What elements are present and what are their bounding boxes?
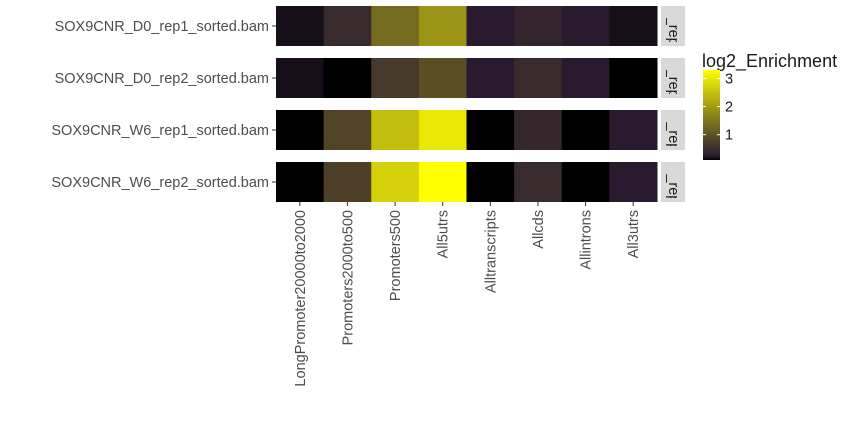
heatmap-cell — [561, 58, 610, 98]
heatmap-cell — [418, 6, 468, 46]
facet-strip — [661, 110, 685, 150]
legend-tick-label: 3 — [725, 71, 733, 87]
heatmap-cell — [323, 58, 372, 98]
x-tick-label: Allintrons — [579, 210, 595, 270]
heatmap-cell — [371, 162, 420, 202]
heatmap-cell — [371, 110, 420, 150]
heatmap-cell — [561, 162, 610, 202]
facet-strip-label: W6_rep2 — [665, 153, 681, 212]
x-tick-label: Allcds — [531, 210, 547, 249]
heatmap-cell — [609, 6, 658, 46]
facet-strip-label: W6_rep1 — [665, 101, 681, 160]
heatmap-cell — [276, 162, 325, 202]
facet-strip-label: D0_rep1 — [665, 0, 681, 54]
heatmap-cell — [418, 110, 468, 150]
heatmap-cell — [514, 110, 563, 150]
x-tick-label: Alltranscripts — [483, 210, 499, 293]
heatmap-cell — [371, 6, 420, 46]
facet-strip-label: D0_rep2 — [665, 50, 681, 106]
heatmap-cell — [466, 162, 515, 202]
heatmap-cell — [514, 162, 563, 202]
legend-title: log2_Enrichment — [702, 51, 837, 72]
heatmap-cell — [371, 58, 420, 98]
x-tick-label: All5utrs — [436, 210, 452, 258]
facet-strip — [661, 6, 685, 46]
heatmap-cell — [466, 58, 515, 98]
heatmap-cell — [609, 110, 658, 150]
x-tick-label: Promoters500 — [388, 210, 404, 301]
facet-strip — [661, 58, 685, 98]
y-tick-label: SOX9CNR_D0_rep1_sorted.bam — [55, 19, 269, 35]
heatmap-cell — [514, 58, 563, 98]
heatmap-cell — [561, 6, 610, 46]
heatmap-cell — [466, 110, 515, 150]
heatmap-cell — [418, 58, 468, 98]
heatmap-cell — [609, 58, 658, 98]
heatmap-cell — [561, 110, 610, 150]
heatmap-cell — [609, 162, 658, 202]
x-tick-label: Promoters2000to500 — [340, 210, 356, 345]
heatmap-cell — [323, 162, 372, 202]
heatmap-cell — [276, 110, 325, 150]
x-tick-label: All3utrs — [626, 210, 642, 258]
legend-colorbar — [703, 70, 720, 160]
heatmap-cell — [323, 110, 372, 150]
heatmap-cell — [276, 58, 325, 98]
heatmap-cell — [276, 6, 325, 46]
facet-strip — [661, 162, 685, 202]
heatmap-cell — [323, 6, 372, 46]
y-tick-label: SOX9CNR_D0_rep2_sorted.bam — [55, 71, 269, 87]
legend-tick-label: 2 — [725, 100, 733, 116]
y-tick-label: SOX9CNR_W6_rep2_sorted.bam — [51, 175, 269, 191]
heatmap-cell — [514, 6, 563, 46]
heatmap-cell — [466, 6, 515, 46]
heatmap-cell — [418, 162, 468, 202]
x-tick-label: LongPromoter20000to2000 — [293, 210, 309, 387]
legend-tick-label: 1 — [725, 128, 733, 144]
y-tick-label: SOX9CNR_W6_rep1_sorted.bam — [51, 123, 269, 139]
